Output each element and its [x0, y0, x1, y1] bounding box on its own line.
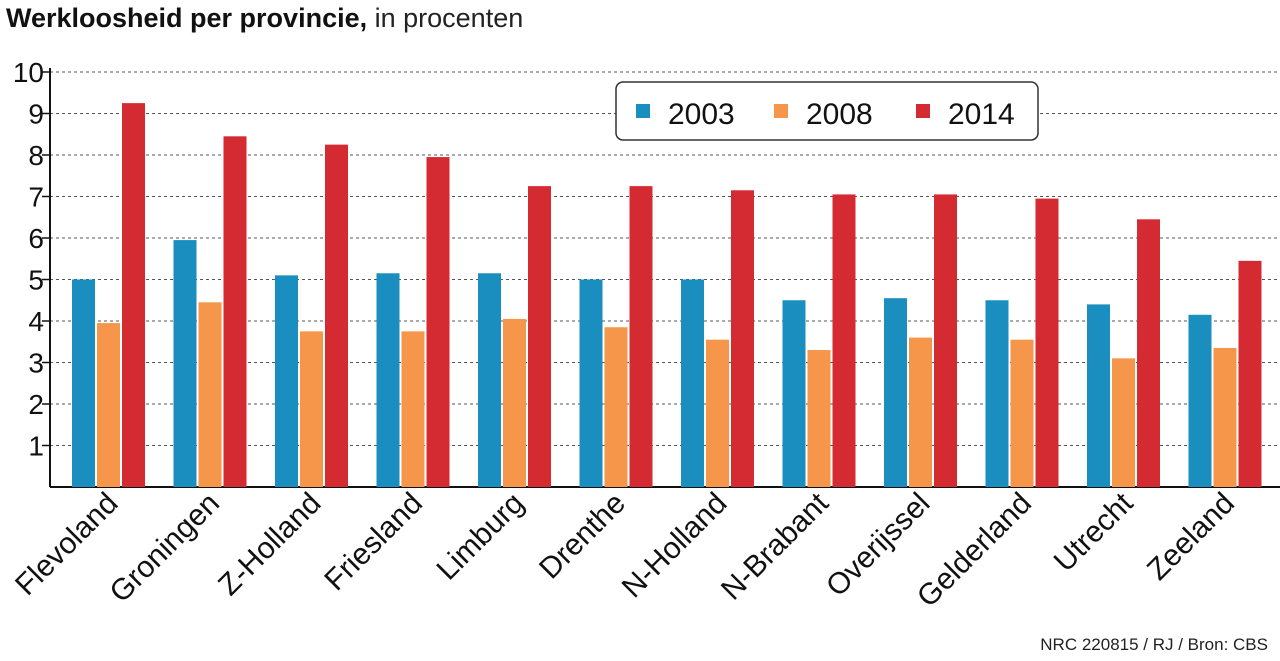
x-category-label: N-Brabant — [715, 486, 835, 606]
legend-label: 2003 — [668, 98, 735, 131]
bar-2003 — [72, 279, 95, 487]
bar-2014 — [1238, 260, 1262, 487]
bar-2008 — [706, 339, 729, 487]
y-tick-label: 1 — [28, 431, 44, 462]
bar-2008 — [1112, 358, 1135, 487]
bar-2003 — [579, 279, 603, 487]
x-category-label: Groningen — [104, 487, 226, 609]
source-credit: NRC 220815 / RJ / Bron: CBS — [1040, 635, 1268, 654]
legend-box — [615, 81, 1039, 141]
bar-2008 — [503, 318, 526, 487]
x-category-label: N-Holland — [616, 487, 734, 605]
bar-2014 — [325, 144, 348, 487]
bar-2014 — [426, 157, 450, 487]
bar-2008 — [909, 337, 932, 487]
legend-swatch-2003 — [636, 104, 650, 118]
bar-2003 — [478, 273, 501, 487]
legend-swatch-2014 — [916, 104, 930, 118]
x-category-label: Utrecht — [1048, 486, 1140, 578]
bar-2003 — [681, 279, 704, 487]
legend-label: 2014 — [948, 98, 1015, 131]
x-category-label: Z-Holland — [212, 487, 327, 602]
bar-2008 — [1213, 347, 1237, 487]
y-tick-label: 10 — [13, 57, 44, 88]
y-tick-label: 7 — [28, 182, 44, 213]
x-category-label: Friesland — [318, 487, 429, 598]
bar-2003 — [376, 273, 400, 487]
bar-2008 — [604, 327, 628, 487]
y-tick-label: 8 — [28, 140, 44, 171]
chart-title-rest: in procenten — [374, 3, 524, 33]
y-tick-label: 2 — [28, 389, 44, 420]
x-category-label: Drenthe — [533, 487, 632, 586]
x-category-label: Zeeland — [1141, 487, 1241, 587]
x-category-label: Limburg — [430, 487, 530, 587]
bar-2003 — [1188, 314, 1212, 487]
y-tick-label: 6 — [28, 223, 44, 254]
y-tick-label: 9 — [28, 99, 44, 130]
y-tick-label: 4 — [28, 306, 44, 337]
bar-2014 — [122, 103, 145, 487]
y-tick-label: 3 — [28, 348, 44, 379]
legend-label: 2008 — [806, 98, 873, 131]
bar-2003 — [1087, 304, 1110, 487]
bar-2008 — [300, 331, 323, 487]
bar-2014 — [629, 186, 653, 487]
bar-2003 — [884, 298, 907, 487]
bar-2008 — [198, 302, 222, 487]
bar-2003 — [173, 240, 197, 487]
y-tick-label: 5 — [28, 265, 44, 296]
bar-2014 — [1035, 198, 1059, 487]
chart-title: Werkloosheid per provincie, in procenten — [6, 0, 523, 36]
bar-2014 — [731, 190, 754, 487]
bar-2014 — [528, 186, 551, 487]
bar-2003 — [275, 275, 298, 487]
bar-2008 — [1010, 339, 1034, 487]
bar-2014 — [832, 194, 856, 488]
bar-2014 — [1137, 219, 1160, 487]
bar-2008 — [401, 331, 425, 487]
bar-2014 — [934, 194, 957, 488]
chart-title-bold: Werkloosheid per provincie, — [6, 3, 368, 33]
bar-2008 — [807, 350, 831, 487]
bar-2008 — [97, 323, 120, 487]
bar-2003 — [985, 300, 1009, 487]
bar-2003 — [782, 300, 806, 487]
legend-swatch-2008 — [774, 104, 788, 118]
bar-2014 — [223, 136, 247, 487]
